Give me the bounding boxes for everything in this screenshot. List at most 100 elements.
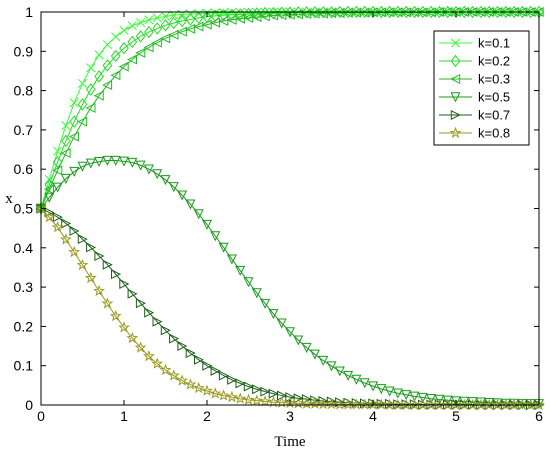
data-point bbox=[235, 378, 246, 389]
data-point bbox=[242, 393, 255, 405]
data-point bbox=[384, 5, 395, 19]
data-point bbox=[251, 288, 262, 299]
data-point bbox=[326, 361, 337, 372]
series-line-k=0.8 bbox=[40, 208, 539, 406]
data-point bbox=[259, 395, 272, 407]
data-point bbox=[326, 6, 337, 19]
data-point bbox=[151, 37, 162, 48]
data-point bbox=[160, 33, 171, 44]
data-point bbox=[102, 259, 113, 270]
data-point bbox=[68, 245, 81, 258]
legend-entry: k=0.1 bbox=[439, 36, 510, 51]
data-point bbox=[118, 61, 129, 72]
data-point bbox=[144, 25, 154, 39]
data-point bbox=[185, 199, 196, 210]
data-point bbox=[201, 219, 213, 230]
data-point bbox=[210, 231, 221, 242]
data-point bbox=[343, 5, 353, 19]
data-point bbox=[301, 394, 312, 405]
data-point bbox=[152, 13, 162, 23]
legend-marker bbox=[449, 126, 462, 139]
data-point bbox=[94, 251, 105, 262]
data-point bbox=[509, 5, 519, 19]
x-tick-label: 3 bbox=[286, 408, 294, 424]
data-point bbox=[94, 157, 105, 168]
data-point bbox=[284, 327, 296, 338]
data-point bbox=[359, 378, 370, 389]
data-point bbox=[210, 9, 221, 23]
data-point bbox=[102, 59, 113, 72]
data-point bbox=[259, 11, 270, 22]
data-point bbox=[77, 78, 88, 89]
data-point bbox=[176, 26, 187, 37]
data-point bbox=[126, 54, 137, 65]
data-point bbox=[60, 173, 71, 184]
data-point bbox=[210, 365, 221, 376]
data-point bbox=[85, 102, 96, 113]
data-point bbox=[376, 5, 387, 19]
data-point bbox=[185, 13, 196, 26]
legend-entry: k=0.8 bbox=[439, 126, 510, 141]
data-point bbox=[86, 242, 97, 253]
y-tick-label: 0.1 bbox=[14, 358, 34, 374]
y-tick-label: 1 bbox=[25, 4, 33, 20]
data-point bbox=[243, 381, 254, 392]
data-point bbox=[484, 5, 495, 19]
data-point bbox=[52, 212, 63, 223]
data-point bbox=[160, 325, 171, 336]
x-tick-label: 0 bbox=[37, 408, 45, 424]
data-point bbox=[293, 335, 304, 346]
data-point bbox=[209, 387, 222, 399]
data-point bbox=[260, 298, 271, 309]
data-point bbox=[217, 389, 230, 401]
data-point bbox=[417, 5, 428, 19]
series-k=0.7 bbox=[36, 203, 545, 411]
data-point bbox=[102, 155, 113, 166]
data-point bbox=[159, 363, 172, 376]
data-point bbox=[309, 349, 320, 360]
data-point bbox=[118, 156, 130, 167]
data-point bbox=[252, 384, 263, 395]
data-point bbox=[225, 390, 238, 403]
data-point bbox=[177, 14, 187, 28]
data-point bbox=[69, 225, 80, 236]
data-point bbox=[209, 17, 220, 28]
y-tick-label: 0.5 bbox=[14, 201, 34, 217]
legend-label: k=0.3 bbox=[478, 72, 510, 87]
legend-marker bbox=[450, 38, 461, 48]
data-point bbox=[94, 70, 104, 83]
data-point bbox=[202, 360, 213, 371]
data-point bbox=[176, 374, 189, 386]
legend-marker bbox=[450, 54, 461, 68]
data-point bbox=[434, 5, 445, 19]
y-tick-label: 0.6 bbox=[14, 161, 34, 177]
data-point bbox=[409, 391, 420, 402]
data-point bbox=[426, 5, 436, 19]
legend-entry: k=0.5 bbox=[439, 90, 510, 105]
data-point bbox=[226, 254, 237, 265]
data-point bbox=[235, 8, 246, 21]
data-point bbox=[218, 370, 229, 381]
data-point bbox=[127, 35, 138, 49]
data-point bbox=[51, 221, 64, 233]
data-point bbox=[167, 369, 180, 381]
data-point bbox=[160, 11, 171, 21]
data-point bbox=[226, 14, 237, 25]
data-point bbox=[401, 390, 412, 401]
y-tick-label: 0.8 bbox=[14, 83, 34, 99]
data-point bbox=[135, 298, 146, 309]
data-point bbox=[227, 374, 238, 385]
data-point bbox=[43, 184, 54, 195]
data-point bbox=[201, 19, 212, 30]
data-point bbox=[102, 40, 112, 50]
y-tick-label: 0.2 bbox=[14, 318, 34, 334]
data-point bbox=[384, 386, 395, 397]
data-point bbox=[77, 161, 88, 172]
data-point bbox=[250, 394, 263, 406]
data-point bbox=[194, 354, 205, 365]
y-tick-label: 0 bbox=[25, 397, 33, 413]
data-point bbox=[44, 192, 55, 203]
data-point bbox=[77, 234, 88, 245]
legend-label: k=0.2 bbox=[478, 54, 510, 69]
